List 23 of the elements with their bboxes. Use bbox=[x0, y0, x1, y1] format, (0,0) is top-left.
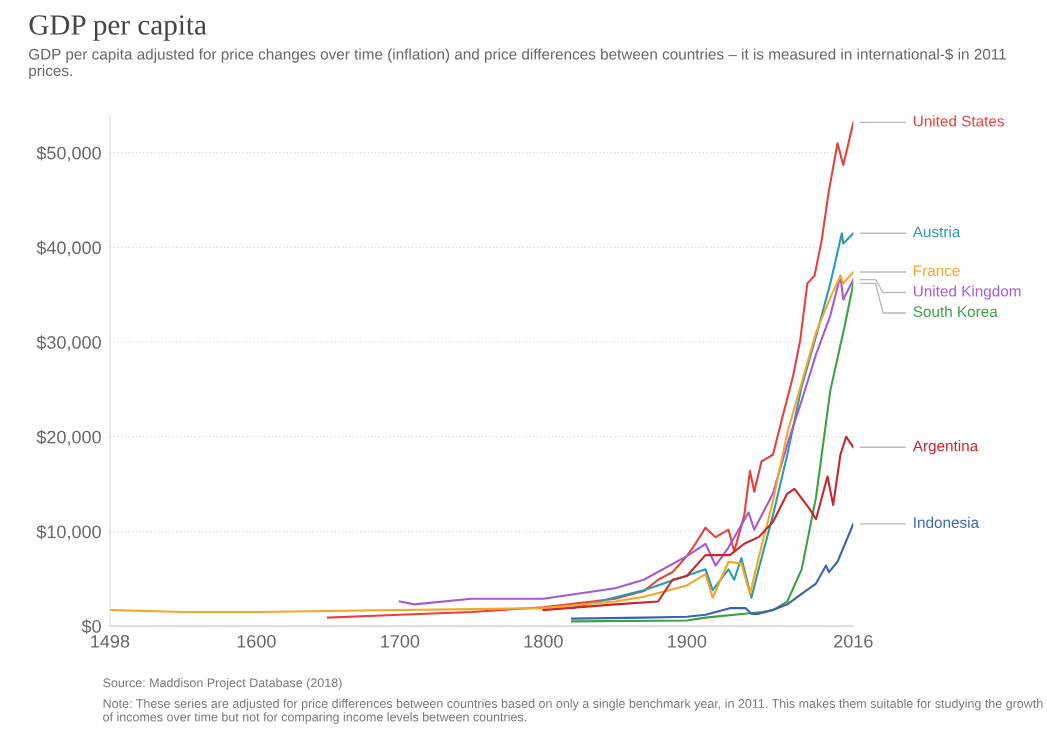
source-note: Source: Maddison Project Database (2018) bbox=[103, 678, 342, 690]
y-tick-label: $0 bbox=[81, 619, 101, 634]
x-tick-label: 1900 bbox=[668, 634, 707, 648]
x-tick-label: 1800 bbox=[524, 634, 563, 648]
x-tick-label: 1498 bbox=[91, 634, 130, 648]
y-tick-label: $20,000 bbox=[36, 429, 101, 446]
text: South Korea bbox=[913, 305, 998, 318]
text: United Kingdom bbox=[913, 285, 1021, 300]
text: Note: These series are adjusted for price differences between countries based on only a single benchmark year, in 2011. This makes them suitable for studying the growth of incomes over time but not for comparing income levels between countries. bbox=[103, 698, 1043, 724]
x-tick-label: 1700 bbox=[381, 634, 420, 648]
text: United States bbox=[913, 115, 1004, 127]
y-tick-label: $10,000 bbox=[36, 524, 101, 541]
text: Austria bbox=[912, 226, 961, 238]
x-tick-label: 2016 bbox=[834, 634, 873, 648]
x-tick-label: 1600 bbox=[237, 634, 276, 648]
text: Argentina bbox=[912, 440, 979, 455]
text: France bbox=[914, 265, 960, 277]
y-tick-label: $50,000 bbox=[36, 145, 101, 162]
y-tick-label: $30,000 bbox=[36, 335, 101, 351]
chart-title: GDP per capita bbox=[29, 15, 207, 41]
text: Indonesia bbox=[914, 516, 980, 528]
chart-subtitle: GDP per capita adjusted for price changes over time (inflation) and price differences between countries – it is measured in international-$ in 2011 prices. bbox=[29, 48, 1006, 80]
y-tick-label: $40,000 bbox=[36, 240, 101, 257]
